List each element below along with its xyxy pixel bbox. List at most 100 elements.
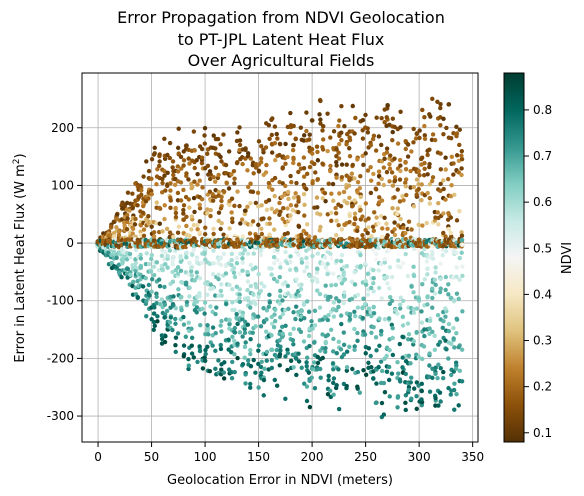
data-point xyxy=(269,266,274,271)
data-point xyxy=(355,305,361,310)
data-point xyxy=(381,182,387,188)
data-point xyxy=(296,252,301,257)
data-point xyxy=(363,301,368,307)
data-point xyxy=(211,175,216,180)
data-point xyxy=(157,159,162,164)
data-point xyxy=(438,261,443,266)
data-point xyxy=(339,227,345,232)
data-point xyxy=(444,347,449,352)
data-point xyxy=(203,347,208,353)
data-point xyxy=(296,162,302,167)
data-point xyxy=(191,222,197,228)
data-point xyxy=(256,222,261,228)
data-point xyxy=(358,265,363,270)
data-point xyxy=(266,185,272,190)
data-point xyxy=(325,148,330,154)
data-point xyxy=(186,356,191,362)
data-point xyxy=(173,214,179,220)
data-point xyxy=(130,226,136,231)
data-point xyxy=(376,364,381,370)
data-point xyxy=(162,339,168,345)
data-point xyxy=(306,333,312,339)
data-point xyxy=(325,212,330,217)
data-point xyxy=(414,394,419,399)
data-point xyxy=(178,268,184,273)
data-point xyxy=(175,265,181,270)
data-point xyxy=(205,323,210,328)
data-point xyxy=(422,114,427,120)
data-point xyxy=(339,321,344,327)
data-point xyxy=(307,378,312,383)
data-point xyxy=(457,142,462,148)
data-point xyxy=(301,191,307,197)
y-axis-label-close: ) xyxy=(13,153,28,158)
data-point xyxy=(231,265,237,271)
data-point xyxy=(164,308,170,314)
data-point xyxy=(283,280,288,285)
data-point xyxy=(258,324,264,329)
data-point xyxy=(175,230,181,235)
data-point xyxy=(221,189,227,194)
data-point xyxy=(307,137,312,142)
data-point xyxy=(125,190,131,195)
data-point xyxy=(162,203,167,208)
data-point xyxy=(235,130,240,135)
data-point xyxy=(243,381,248,386)
data-point xyxy=(288,358,294,364)
data-point xyxy=(237,330,243,335)
data-point xyxy=(156,277,162,282)
data-point xyxy=(213,146,218,151)
data-point xyxy=(256,139,262,144)
data-point xyxy=(355,228,360,233)
data-point xyxy=(290,338,296,343)
data-point xyxy=(419,197,424,203)
data-point xyxy=(263,170,269,175)
data-point xyxy=(350,366,355,372)
data-point xyxy=(170,279,176,284)
data-point xyxy=(337,133,342,139)
data-point xyxy=(433,371,438,377)
data-point xyxy=(184,223,189,229)
data-point xyxy=(183,280,189,285)
data-point xyxy=(371,281,376,286)
data-point xyxy=(179,166,184,171)
data-point xyxy=(299,257,304,262)
data-point xyxy=(132,264,138,270)
data-point xyxy=(138,232,143,238)
data-point xyxy=(288,217,293,222)
data-point xyxy=(422,160,427,166)
data-point xyxy=(411,339,416,344)
data-point xyxy=(289,180,294,185)
data-point xyxy=(256,240,261,246)
data-point xyxy=(231,338,237,344)
data-point xyxy=(146,168,152,174)
data-point xyxy=(325,271,330,277)
data-point xyxy=(189,335,195,341)
data-point xyxy=(235,341,240,346)
data-point xyxy=(163,188,168,193)
data-point xyxy=(232,330,238,335)
data-point xyxy=(256,271,261,277)
data-point xyxy=(443,314,448,319)
data-point xyxy=(186,197,192,202)
data-point xyxy=(397,157,403,163)
data-point xyxy=(263,145,269,150)
data-point xyxy=(339,130,344,135)
data-point xyxy=(371,376,376,381)
data-point xyxy=(425,172,430,177)
data-point xyxy=(266,304,271,310)
data-point xyxy=(388,295,393,300)
data-point xyxy=(331,380,336,386)
data-point xyxy=(200,185,205,190)
data-point xyxy=(448,193,454,199)
data-point xyxy=(460,309,465,314)
data-point xyxy=(278,265,283,270)
data-point xyxy=(360,136,366,141)
data-point xyxy=(250,162,256,168)
data-point xyxy=(186,156,191,161)
data-point xyxy=(454,153,460,158)
data-point xyxy=(309,375,314,380)
data-point xyxy=(437,390,443,395)
data-point xyxy=(430,132,436,137)
data-point xyxy=(433,265,438,270)
